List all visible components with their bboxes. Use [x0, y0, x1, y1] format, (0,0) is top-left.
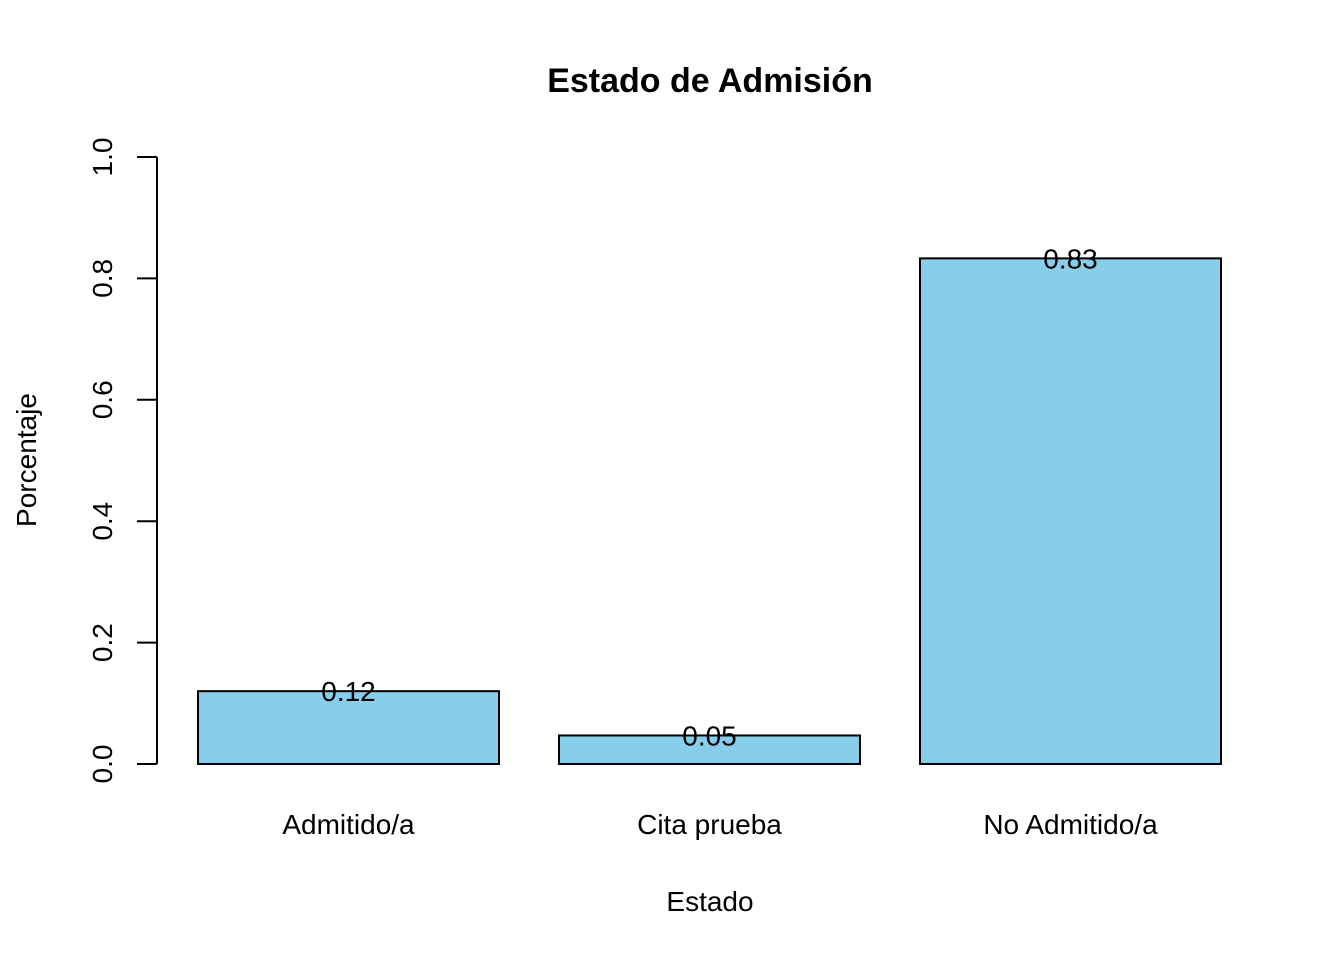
- chart-title: Estado de Admisión: [547, 62, 873, 100]
- data-label: 0.05: [682, 720, 737, 751]
- y-tick-label: 0.4: [87, 502, 118, 541]
- y-tick-label: 0.8: [87, 259, 118, 298]
- bar: [558, 734, 861, 766]
- x-axis-label: Estado: [666, 886, 753, 917]
- y-tick-label: 0.6: [87, 380, 118, 419]
- data-labels: 0.12 0.05 0.83: [321, 243, 1098, 751]
- y-axis: 0.0 0.2 0.4 0.6 0.8 1.0: [87, 138, 158, 784]
- bar: [197, 690, 500, 765]
- x-tick-label: Cita prueba: [637, 809, 782, 840]
- data-label: 0.12: [321, 676, 376, 707]
- bar: [919, 257, 1222, 765]
- y-tick-label: 0.0: [87, 745, 118, 784]
- x-tick-label: Admitido/a: [282, 809, 415, 840]
- data-label: 0.83: [1043, 243, 1098, 274]
- y-tick-label: 1.0: [87, 138, 118, 177]
- bars: [197, 257, 1222, 766]
- x-tick-labels: Admitido/a Cita prueba No Admitido/a: [282, 809, 1158, 840]
- y-axis-label: Porcentaje: [11, 393, 42, 527]
- x-tick-label: No Admitido/a: [983, 809, 1158, 840]
- y-tick-label: 0.2: [87, 623, 118, 662]
